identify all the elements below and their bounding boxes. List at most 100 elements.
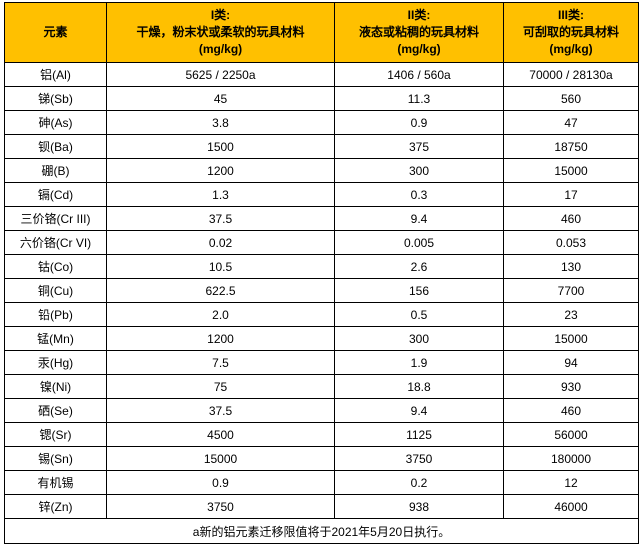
limit-value-cell: 18.8 bbox=[334, 374, 504, 399]
element-name-cell: 锌(Zn) bbox=[4, 494, 107, 519]
limit-value-cell: 11.3 bbox=[334, 86, 504, 111]
element-name-cell: 有机锡 bbox=[4, 470, 107, 495]
element-name-cell: 镉(Cd) bbox=[4, 182, 107, 207]
element-name-cell: 锑(Sb) bbox=[4, 86, 107, 111]
element-name-cell: 锶(Sr) bbox=[4, 422, 107, 447]
limit-value-cell: 0.5 bbox=[334, 302, 504, 327]
limit-value-cell: 938 bbox=[334, 494, 504, 519]
class3-unit: (mg/kg) bbox=[549, 42, 593, 56]
table-row: 铝(Al) 5625 / 2250a 1406 / 560a 70000 / 2813… bbox=[4, 62, 639, 87]
class2-description: 液态或粘稠的玩具材料 bbox=[358, 25, 479, 39]
table-row: 有机锡 0.9 0.2 12 bbox=[4, 470, 639, 495]
limit-value-cell: 560 bbox=[503, 86, 639, 111]
element-name-cell: 镍(Ni) bbox=[4, 374, 107, 399]
table-row: 铅(Pb) 2.0 0.5 23 bbox=[4, 302, 639, 327]
table-header: 元素 I类: 干燥，粉末状或柔软的玩具材料 (mg/kg) II类: 液态或粘稠… bbox=[4, 2, 639, 63]
limit-value-cell: 375 bbox=[334, 134, 504, 159]
table-row: 锶(Sr) 4500 1125 56000 bbox=[4, 422, 639, 447]
element-name-cell: 钴(Co) bbox=[4, 254, 107, 279]
limit-value-cell: 15000 bbox=[503, 326, 639, 351]
table-row: 锑(Sb) 45 11.3 560 bbox=[4, 86, 639, 111]
limit-value-cell: 156 bbox=[334, 278, 504, 303]
table-row: 钡(Ba) 1500 375 18750 bbox=[4, 134, 639, 159]
limit-value-cell: 0.2 bbox=[334, 470, 504, 495]
limit-value-cell: 0.02 bbox=[106, 230, 335, 255]
limit-value-cell: 17 bbox=[503, 182, 639, 207]
table-footer: a新的铝元素迁移限值将于2021年5月20日执行。 bbox=[4, 518, 639, 544]
table-row: 锌(Zn) 3750 938 46000 bbox=[4, 494, 639, 519]
element-name-cell: 硒(Se) bbox=[4, 398, 107, 423]
limit-value-cell: 460 bbox=[503, 398, 639, 423]
element-name-cell: 铅(Pb) bbox=[4, 302, 107, 327]
table-row: 铜(Cu) 622.5 156 7700 bbox=[4, 278, 639, 303]
limit-value-cell: 622.5 bbox=[106, 278, 335, 303]
table-row: 镍(Ni) 75 18.8 930 bbox=[4, 374, 639, 399]
footnote-text: a新的铝元素迁移限值将于2021年5月20日执行。 bbox=[4, 518, 639, 544]
limit-value-cell: 9.4 bbox=[334, 398, 504, 423]
limit-value-cell: 4500 bbox=[106, 422, 335, 447]
limit-value-cell: 56000 bbox=[503, 422, 639, 447]
element-name-cell: 六价铬(Cr VI) bbox=[4, 230, 107, 255]
element-name-cell: 锰(Mn) bbox=[4, 326, 107, 351]
limit-value-cell: 1.3 bbox=[106, 182, 335, 207]
limit-value-cell: 5625 / 2250a bbox=[106, 62, 335, 87]
limit-value-cell: 15000 bbox=[503, 158, 639, 183]
element-name-cell: 钡(Ba) bbox=[4, 134, 107, 159]
class1-description: 干燥，粉末状或柔软的玩具材料 bbox=[136, 25, 305, 39]
limit-value-cell: 2.0 bbox=[106, 302, 335, 327]
limit-value-cell: 9.4 bbox=[334, 206, 504, 231]
limit-value-cell: 3750 bbox=[106, 494, 335, 519]
limit-value-cell: 47 bbox=[503, 110, 639, 135]
table-body: 铝(Al) 5625 / 2250a 1406 / 560a 70000 / 2813… bbox=[4, 62, 639, 519]
limit-value-cell: 1500 bbox=[106, 134, 335, 159]
table-row: 硼(B) 1200 300 15000 bbox=[4, 158, 639, 183]
limit-value-cell: 460 bbox=[503, 206, 639, 231]
limit-value-cell: 75 bbox=[106, 374, 335, 399]
table-row: 锡(Sn) 15000 3750 180000 bbox=[4, 446, 639, 471]
limit-value-cell: 0.053 bbox=[503, 230, 639, 255]
element-name-cell: 锡(Sn) bbox=[4, 446, 107, 471]
header-row: 元素 I类: 干燥，粉末状或柔软的玩具材料 (mg/kg) II类: 液态或粘稠… bbox=[4, 2, 639, 63]
header-cell-class2: II类: 液态或粘稠的玩具材料 (mg/kg) bbox=[334, 2, 504, 63]
limit-value-cell: 23 bbox=[503, 302, 639, 327]
limit-value-cell: 0.3 bbox=[334, 182, 504, 207]
table-row: 三价铬(Cr III) 37.5 9.4 460 bbox=[4, 206, 639, 231]
limit-value-cell: 10.5 bbox=[106, 254, 335, 279]
limit-value-cell: 0.005 bbox=[334, 230, 504, 255]
class3-description: 可刮取的玩具材料 bbox=[522, 25, 619, 39]
limit-value-cell: 46000 bbox=[503, 494, 639, 519]
limit-value-cell: 3750 bbox=[334, 446, 504, 471]
limit-value-cell: 7700 bbox=[503, 278, 639, 303]
migration-limits-table: 元素 I类: 干燥，粉末状或柔软的玩具材料 (mg/kg) II类: 液态或粘稠… bbox=[4, 2, 639, 544]
footnote-row: a新的铝元素迁移限值将于2021年5月20日执行。 bbox=[4, 518, 639, 544]
limit-value-cell: 1125 bbox=[334, 422, 504, 447]
element-name-cell: 砷(As) bbox=[4, 110, 107, 135]
limit-value-cell: 1200 bbox=[106, 326, 335, 351]
limit-value-cell: 45 bbox=[106, 86, 335, 111]
limit-value-cell: 1406 / 560a bbox=[334, 62, 504, 87]
element-name-cell: 三价铬(Cr III) bbox=[4, 206, 107, 231]
limit-value-cell: 130 bbox=[503, 254, 639, 279]
table-row: 钴(Co) 10.5 2.6 130 bbox=[4, 254, 639, 279]
class1-title: I类: bbox=[210, 8, 231, 22]
limit-value-cell: 37.5 bbox=[106, 398, 335, 423]
limit-value-cell: 1.9 bbox=[334, 350, 504, 375]
header-cell-class1: I类: 干燥，粉末状或柔软的玩具材料 (mg/kg) bbox=[106, 2, 335, 63]
header-element-label: 元素 bbox=[43, 25, 68, 39]
header-cell-element: 元素 bbox=[4, 2, 107, 63]
limit-value-cell: 15000 bbox=[106, 446, 335, 471]
limit-value-cell: 18750 bbox=[503, 134, 639, 159]
limit-value-cell: 12 bbox=[503, 470, 639, 495]
limit-value-cell: 180000 bbox=[503, 446, 639, 471]
limit-value-cell: 300 bbox=[334, 326, 504, 351]
migration-limits-table-container: 元素 I类: 干燥，粉末状或柔软的玩具材料 (mg/kg) II类: 液态或粘稠… bbox=[4, 2, 639, 544]
table-row: 锰(Mn) 1200 300 15000 bbox=[4, 326, 639, 351]
limit-value-cell: 0.9 bbox=[334, 110, 504, 135]
table-row: 镉(Cd) 1.3 0.3 17 bbox=[4, 182, 639, 207]
limit-value-cell: 37.5 bbox=[106, 206, 335, 231]
limit-value-cell: 930 bbox=[503, 374, 639, 399]
element-name-cell: 铝(Al) bbox=[4, 62, 107, 87]
limit-value-cell: 7.5 bbox=[106, 350, 335, 375]
limit-value-cell: 70000 / 28130a bbox=[503, 62, 639, 87]
table-row: 汞(Hg) 7.5 1.9 94 bbox=[4, 350, 639, 375]
